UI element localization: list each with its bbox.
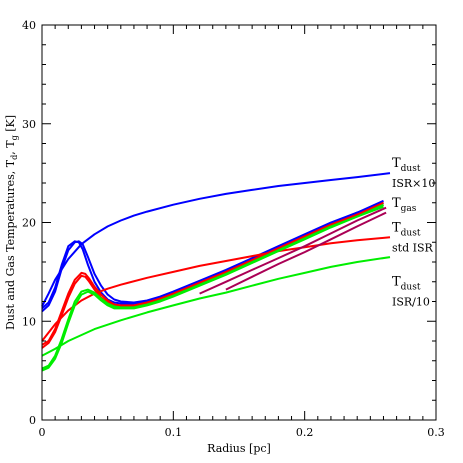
curve-label-line2-4: ISR/10: [392, 296, 430, 309]
y-tick-label: 30: [22, 118, 36, 131]
series-line-10: [199, 206, 387, 295]
y-axis-label-sub-g: g: [10, 135, 19, 140]
y-tick-label: 20: [22, 217, 36, 230]
y-axis-label-sub-d: d: [10, 155, 19, 160]
series-line-9: [41, 203, 384, 372]
curve-label-sub: gas: [401, 204, 417, 214]
plot-frame: [41, 24, 437, 421]
y-axis-label-mid: , T: [4, 140, 17, 155]
curve-label-main: T: [392, 220, 401, 235]
y-tick-label: 0: [29, 414, 36, 427]
x-tick-label: 0.1: [165, 426, 183, 439]
tick-labels-layer: 0 0.1 0.2 0.3 0 10 20 30 40: [22, 19, 445, 439]
curve-label-3: Tdust: [392, 220, 421, 238]
x-tick-label: 0: [39, 426, 46, 439]
curve-label-main: T: [392, 275, 401, 290]
y-tick-label: 10: [22, 315, 36, 328]
curve-label-line2-1: ISR×10: [392, 177, 435, 190]
series-line-4: [41, 236, 391, 342]
x-tick-label: 0.2: [296, 426, 314, 439]
y-axis-label-tail: [K]: [4, 115, 17, 135]
curve-label-line2-3: std ISR: [392, 241, 433, 254]
ticks-layer: [41, 24, 437, 421]
y-axis-label-main: Dust and Gas Temperatures, T: [4, 159, 17, 330]
curve-label-1: Tdust: [392, 156, 421, 174]
y-tick-label: 40: [22, 19, 36, 32]
curve-label-main: T: [392, 196, 401, 211]
series-layer: [41, 172, 391, 372]
curve-label-sub: dust: [401, 283, 421, 293]
curve-label-2: Tgas: [392, 196, 417, 214]
x-tick-label: 0.3: [427, 426, 445, 439]
curve-label-main: T: [392, 156, 401, 171]
series-line-1: [41, 172, 391, 307]
curve-label-sub: dust: [401, 228, 421, 238]
y-axis-label: Dust and Gas Temperatures, Td, Tg [K]: [4, 115, 19, 330]
series-line-7: [41, 256, 391, 357]
curve-label-sub: dust: [401, 164, 421, 174]
series-line-11: [225, 211, 387, 291]
x-axis-label: Radius [pc]: [207, 442, 271, 455]
curve-label-4: Tdust: [392, 275, 421, 293]
